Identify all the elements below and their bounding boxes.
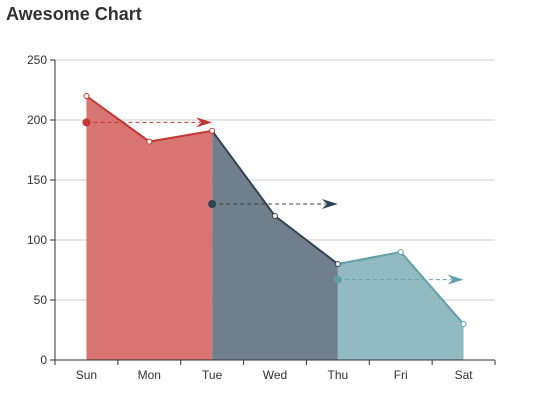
chart-title: Awesome Chart — [6, 4, 142, 24]
data-point — [209, 127, 216, 134]
y-tick-label: 200 — [27, 113, 47, 127]
x-tick-label: Sun — [76, 368, 97, 382]
x-tick-label: Sat — [455, 368, 474, 382]
area-segment — [86, 96, 213, 360]
arrow-head — [321, 199, 338, 209]
data-point — [397, 249, 404, 255]
y-tick-label: 0 — [40, 353, 47, 367]
y-tick-label: 250 — [27, 53, 47, 67]
data-point — [272, 213, 278, 219]
x-tick-label: Tue — [202, 368, 223, 382]
x-tick-label: Wed — [263, 368, 287, 382]
arrow-head — [196, 117, 213, 128]
data-point — [83, 93, 90, 99]
trend-arrows — [82, 117, 464, 285]
y-tick-label: 50 — [34, 293, 48, 307]
axes: 0 50 100 150 200 250 Sun Mon Tue Wed Thu Fri Sat — [27, 53, 496, 382]
data-point — [334, 261, 341, 267]
x-tick-label: Thu — [328, 368, 349, 382]
y-tick-label: 150 — [27, 173, 47, 187]
area-segment — [337, 252, 464, 360]
y-tick-label: 100 — [27, 233, 47, 247]
area-fills — [86, 96, 464, 360]
data-points — [83, 93, 467, 327]
x-tick-label: Fri — [394, 368, 408, 382]
arrow-head — [447, 274, 464, 285]
data-point — [460, 321, 467, 327]
area-segment — [212, 130, 338, 360]
x-tick-label: Mon — [138, 368, 161, 382]
data-point — [146, 138, 153, 145]
